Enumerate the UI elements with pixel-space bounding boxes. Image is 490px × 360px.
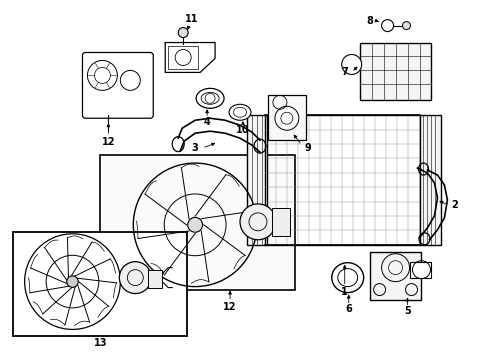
FancyBboxPatch shape xyxy=(82,53,153,118)
Text: 9: 9 xyxy=(304,143,311,153)
Circle shape xyxy=(120,262,151,293)
Text: 7: 7 xyxy=(342,67,348,77)
Bar xyxy=(272,208,290,236)
Text: 11: 11 xyxy=(185,14,199,24)
Text: 2: 2 xyxy=(451,200,458,210)
Ellipse shape xyxy=(229,104,251,120)
Text: 8: 8 xyxy=(366,15,373,26)
Circle shape xyxy=(342,54,362,75)
Circle shape xyxy=(188,217,202,232)
Text: 12: 12 xyxy=(223,302,237,311)
Circle shape xyxy=(382,20,393,32)
Bar xyxy=(419,115,441,245)
Bar xyxy=(410,262,432,278)
Text: 1: 1 xyxy=(342,287,348,297)
Bar xyxy=(268,95,306,140)
Bar xyxy=(369,252,421,300)
Text: 13: 13 xyxy=(94,338,107,348)
Text: 4: 4 xyxy=(204,117,211,127)
Bar xyxy=(360,42,432,100)
Ellipse shape xyxy=(332,263,364,293)
Bar xyxy=(100,155,295,289)
Bar xyxy=(13,232,187,336)
Text: 5: 5 xyxy=(404,306,411,316)
Bar xyxy=(265,115,419,245)
Text: 6: 6 xyxy=(345,305,352,315)
Circle shape xyxy=(178,28,188,37)
Text: 3: 3 xyxy=(192,143,198,153)
Bar xyxy=(168,45,198,69)
Ellipse shape xyxy=(196,88,224,108)
Circle shape xyxy=(403,22,411,30)
Bar xyxy=(247,115,267,245)
Circle shape xyxy=(240,204,276,240)
Text: 10: 10 xyxy=(236,125,250,135)
Circle shape xyxy=(67,276,78,287)
Bar xyxy=(148,270,162,288)
Text: 12: 12 xyxy=(101,137,115,147)
